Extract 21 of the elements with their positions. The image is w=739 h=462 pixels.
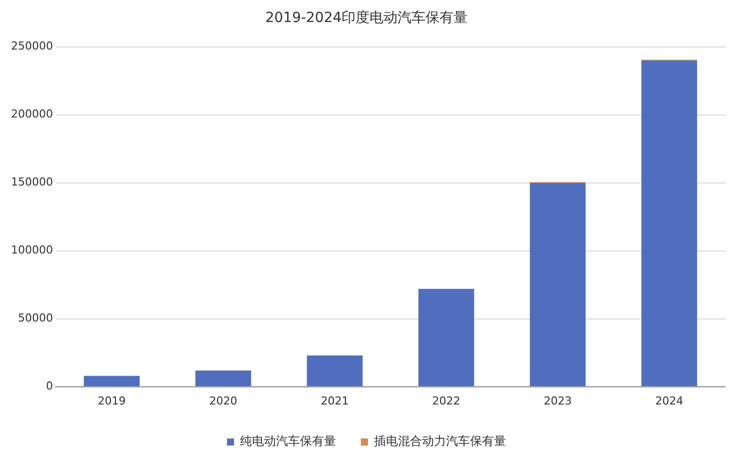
x-tick-label: 2021 bbox=[320, 394, 349, 408]
y-tick-label: 250000 bbox=[10, 40, 53, 53]
bar bbox=[195, 370, 252, 386]
x-tick-label: 2024 bbox=[655, 394, 684, 408]
x-tick-label: 2020 bbox=[209, 394, 238, 408]
bar bbox=[530, 182, 586, 386]
y-tick-label: 200000 bbox=[10, 108, 53, 121]
x-tick-label: 2022 bbox=[432, 394, 460, 408]
y-tick-label: 50000 bbox=[18, 312, 53, 325]
legend-label: 插电混合动力汽车保有量 bbox=[374, 434, 506, 448]
bar bbox=[306, 356, 363, 386]
legend-label: 纯电动汽车保有量 bbox=[240, 434, 336, 448]
chart-title: 2019-2024印度电动汽车保有量 bbox=[265, 10, 468, 26]
bar bbox=[418, 288, 474, 386]
x-tick-label: 2019 bbox=[98, 394, 126, 408]
bar bbox=[84, 376, 140, 386]
x-tick-label: 2023 bbox=[544, 394, 572, 408]
y-tick-label: 100000 bbox=[10, 244, 53, 257]
y-tick-label: 150000 bbox=[10, 176, 53, 189]
bar bbox=[641, 60, 698, 386]
y-tick-label: 0 bbox=[46, 380, 53, 393]
